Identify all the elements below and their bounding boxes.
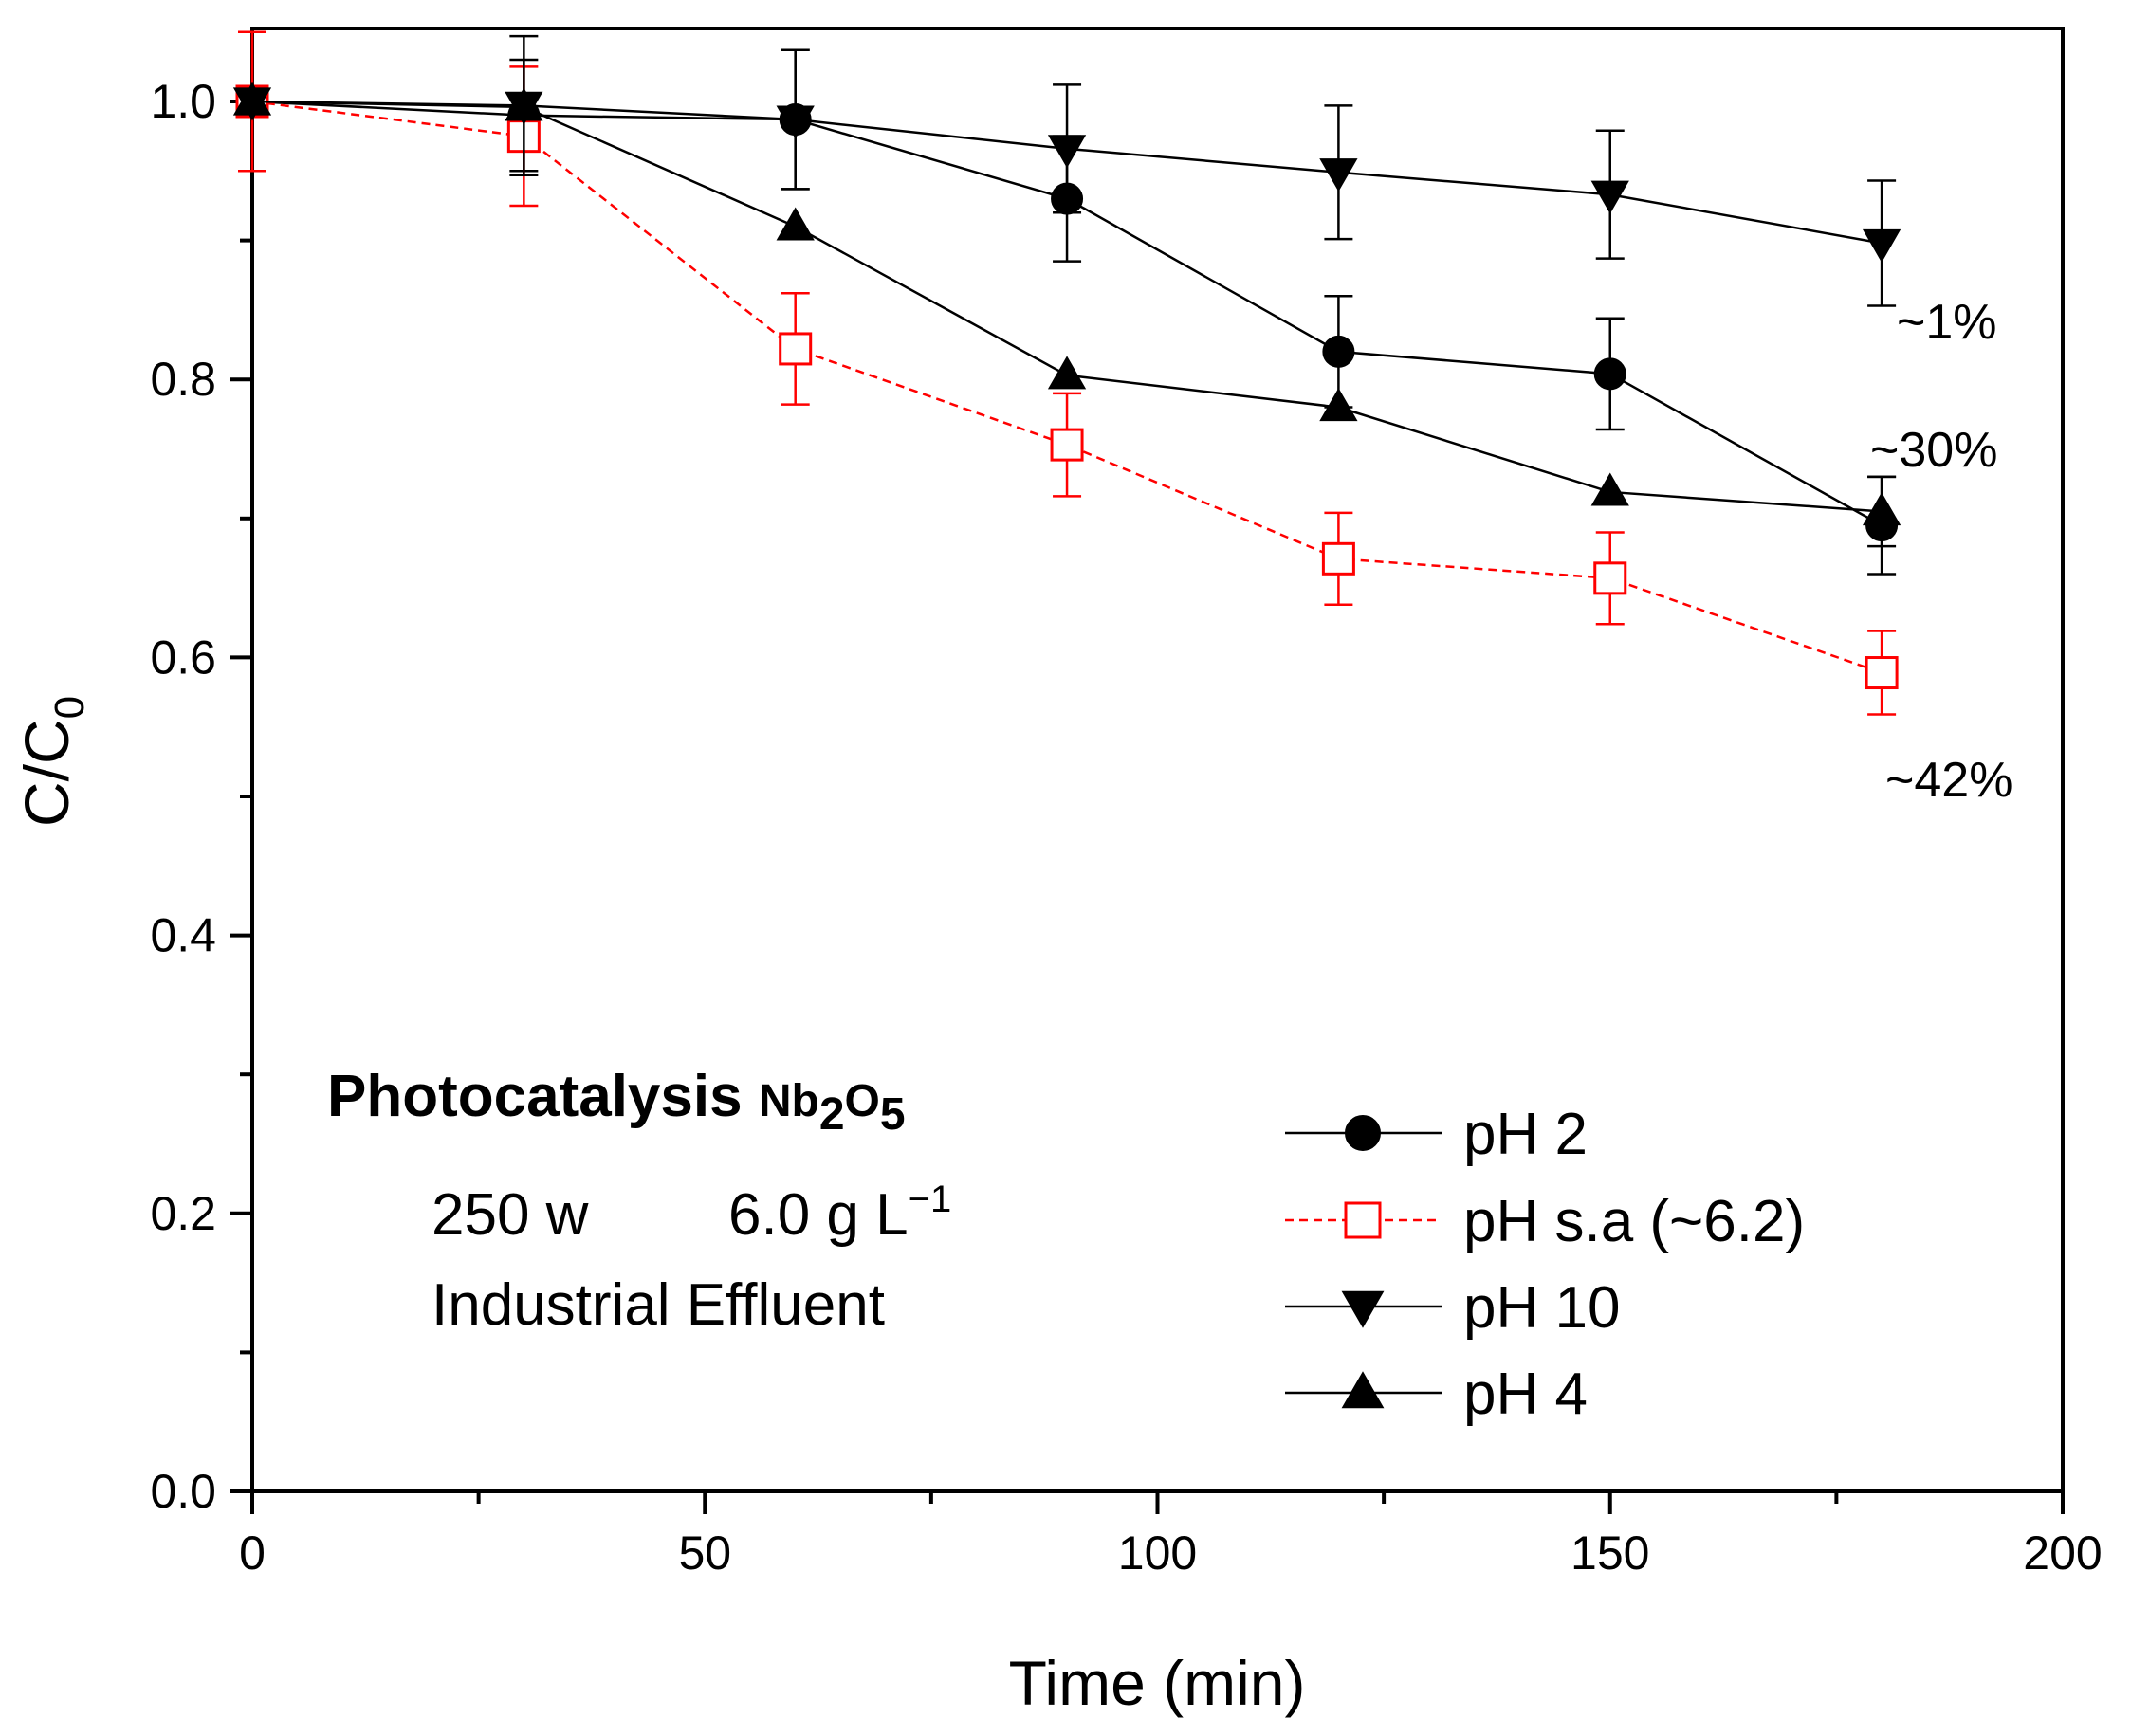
- data-point: [1593, 357, 1626, 391]
- data-point: [776, 207, 815, 241]
- x-tick-label: 50: [678, 1526, 731, 1580]
- data-point: [776, 105, 815, 139]
- formula-o: O: [845, 1076, 880, 1126]
- legend-label: pH 10: [1463, 1275, 1620, 1341]
- annotation-ph-sa: ~42%: [1885, 753, 2012, 808]
- x-tick-label: 100: [1118, 1526, 1197, 1580]
- annotation-ph10: ~1%: [1897, 295, 1997, 350]
- data-point: [1047, 135, 1087, 169]
- data-point: [1321, 541, 1355, 576]
- y-tick-label: 0.8: [150, 353, 216, 406]
- y-tick-label: 0.0: [150, 1465, 216, 1518]
- data-point: [779, 332, 813, 366]
- data-point: [1865, 656, 1899, 690]
- legend-marker: [1345, 1115, 1381, 1151]
- data-point: [505, 87, 543, 121]
- legend-label: pH 4: [1463, 1361, 1588, 1427]
- info-dose-sup: −1: [909, 1179, 952, 1220]
- x-tick-label: 0: [239, 1526, 266, 1580]
- axis-ticks: 0 50 100 150 200 0.0 0.2 0.4 0.6 0.8 1.0: [150, 75, 2102, 1580]
- x-tick-label: 150: [1571, 1526, 1649, 1580]
- data-point: [1590, 180, 1629, 214]
- legend-marker: [1341, 1371, 1385, 1409]
- legend-marker: [1341, 1290, 1385, 1328]
- data-point: [1322, 335, 1355, 368]
- y-tick-label: 1.0: [150, 75, 216, 128]
- info-power: 250 w: [432, 1182, 589, 1248]
- annotation-ph2-ph4: ~30%: [1870, 423, 1997, 478]
- legend: pH 2 pH s.a (~6.2) pH 10 pH 4: [1285, 1102, 1805, 1427]
- formula-nb: Nb: [759, 1076, 819, 1126]
- data-point: [232, 82, 272, 116]
- info-dose: 6.0 g L−1: [728, 1179, 951, 1248]
- info-title-main: Photocatalysis: [327, 1064, 759, 1129]
- y-axis-title-main: C/C: [11, 719, 82, 827]
- series-3: [232, 82, 1901, 548]
- formula-nb-sub: 2: [819, 1089, 845, 1140]
- info-sample: Industrial Effluent: [432, 1272, 885, 1338]
- data-point: [1047, 356, 1087, 390]
- x-axis-title: Time (min): [1009, 1648, 1306, 1718]
- data-point: [1050, 428, 1084, 462]
- series-2: [232, 34, 1901, 307]
- legend-label: pH 2: [1463, 1102, 1588, 1167]
- y-axis-title-sub: 0: [46, 696, 93, 719]
- legend-marker: [1344, 1201, 1382, 1239]
- data-point: [1862, 492, 1901, 526]
- data-point: [1862, 228, 1901, 263]
- data-point: [1319, 388, 1358, 422]
- data-point: [1319, 158, 1358, 192]
- y-tick-label: 0.2: [150, 1187, 216, 1240]
- series-layer: [232, 30, 1901, 716]
- legend-label: pH s.a (~6.2): [1463, 1189, 1805, 1254]
- data-point: [1593, 561, 1627, 595]
- data-point: [1590, 472, 1629, 506]
- y-tick-label: 0.6: [150, 630, 216, 684]
- info-dose-main: 6.0 g L: [728, 1182, 909, 1248]
- x-tick-label: 200: [2023, 1526, 2102, 1580]
- y-tick-label: 0.4: [150, 909, 216, 962]
- info-title: Photocatalysis Nb2O5: [327, 1064, 906, 1140]
- formula-o-sub: 5: [880, 1089, 906, 1140]
- y-axis-title: C/C0: [11, 696, 93, 827]
